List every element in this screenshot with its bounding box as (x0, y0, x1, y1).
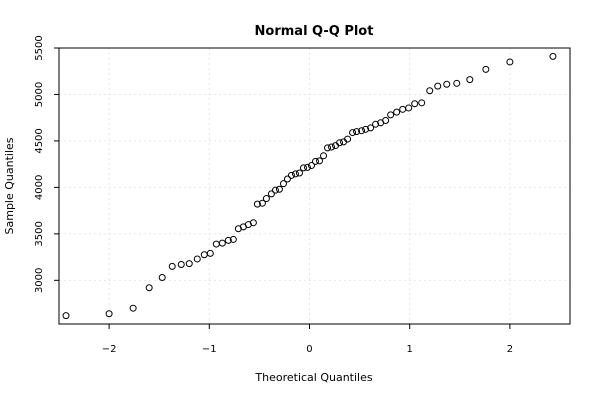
y-tick-label: 3500 (34, 221, 45, 246)
data-point (177, 261, 185, 269)
data-point (549, 52, 557, 60)
x-axis: −2 −1 0 1 2 (102, 324, 513, 355)
y-tick-label: 4500 (34, 128, 45, 153)
data-point (258, 199, 266, 207)
data-point (279, 180, 287, 188)
data-point (249, 219, 257, 227)
data-point (145, 284, 153, 292)
data-point (443, 80, 451, 88)
data-point (105, 310, 113, 318)
data-point (344, 135, 352, 143)
data-point (275, 185, 283, 193)
data-point (218, 239, 226, 247)
data-point (320, 152, 328, 160)
data-point (466, 76, 474, 84)
data-point (229, 235, 237, 243)
data-point (393, 108, 401, 116)
data-point (271, 186, 279, 194)
data-point (506, 58, 514, 66)
data-point (482, 65, 490, 73)
data-point (185, 260, 193, 268)
data-point (312, 157, 320, 165)
chart-title: Normal Q-Q Plot (255, 24, 374, 39)
data-point (426, 87, 434, 95)
data-point (405, 104, 413, 112)
data-point (328, 143, 336, 151)
y-tick-label: 5000 (34, 82, 45, 107)
y-tick-label: 3000 (34, 268, 45, 293)
data-point (434, 82, 442, 90)
x-axis-label: Theoretical Quantiles (254, 371, 372, 384)
data-point (299, 164, 307, 172)
data-point (262, 195, 270, 203)
data-point (253, 200, 261, 208)
x-tick-label: −1 (202, 344, 217, 355)
data-point (291, 170, 299, 178)
data-point (295, 169, 303, 177)
data-point (324, 144, 332, 152)
data-point (387, 111, 395, 119)
y-axis-label: Sample Quantiles (3, 137, 16, 234)
data-point (358, 127, 366, 135)
data-point (129, 304, 137, 312)
y-axis: 3000 3500 4000 4500 5000 5500 (34, 35, 59, 293)
y-tick-label: 4000 (34, 175, 45, 200)
data-point (200, 251, 208, 259)
data-point (62, 312, 70, 320)
x-tick-label: 1 (406, 344, 412, 355)
plot-frame (58, 47, 571, 325)
data-point (287, 171, 295, 179)
data-point (193, 255, 201, 263)
data-point (336, 139, 344, 147)
grid (59, 47, 570, 324)
data-point (307, 162, 315, 170)
x-tick-label: −2 (102, 344, 117, 355)
data-point (168, 262, 176, 270)
data-point (212, 240, 220, 248)
data-point (158, 274, 166, 282)
data-point (411, 100, 419, 108)
data-point (267, 190, 275, 198)
data-point (283, 175, 291, 183)
data-point (382, 116, 390, 124)
data-point (367, 124, 375, 132)
data-point (349, 129, 357, 137)
data-point (206, 249, 214, 257)
data-point (303, 163, 311, 171)
data-point (453, 79, 461, 87)
x-tick-label: 2 (507, 344, 513, 355)
data-point (353, 128, 361, 136)
data-point (372, 120, 380, 128)
data-point (316, 157, 324, 165)
data-points (62, 52, 557, 320)
data-point (362, 125, 370, 133)
data-point (224, 236, 232, 244)
x-tick-label: 0 (306, 344, 312, 355)
data-point (399, 105, 407, 113)
y-tick-label: 5500 (34, 35, 45, 60)
data-point (418, 99, 426, 107)
